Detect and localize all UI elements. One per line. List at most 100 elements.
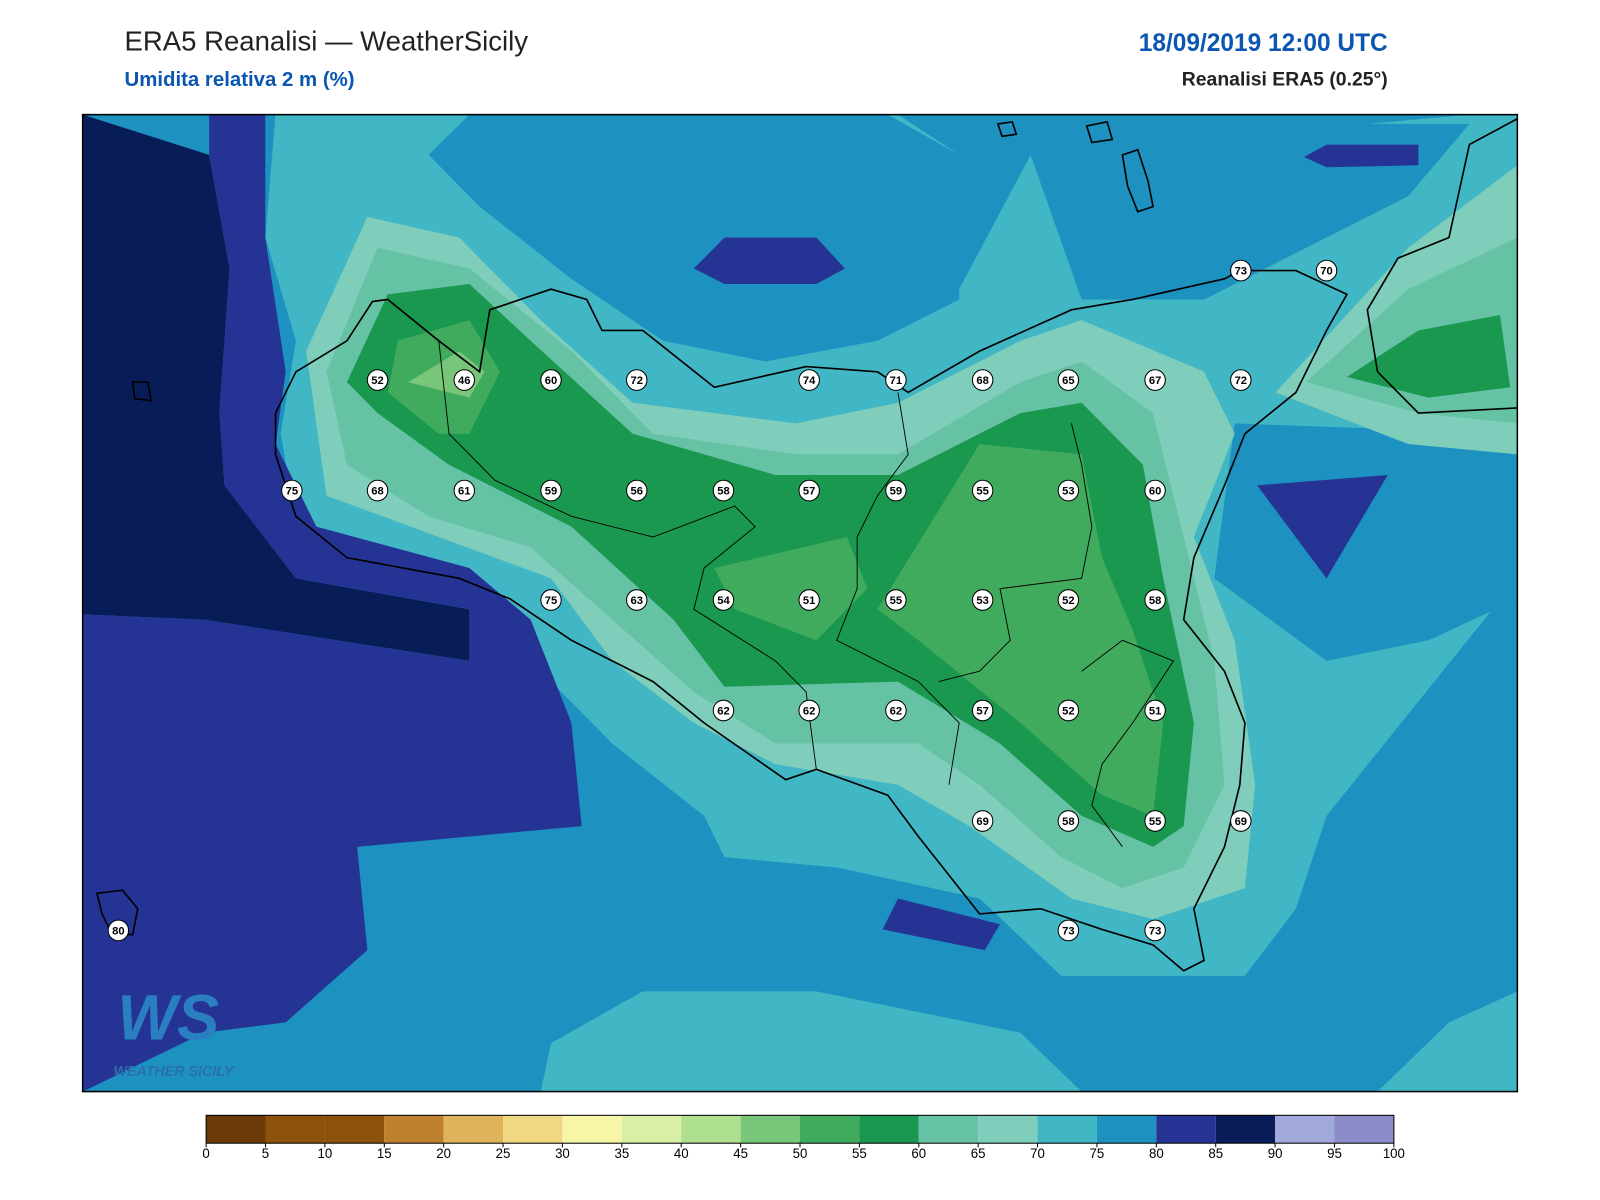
colorbar-tick-label: 10: [318, 1146, 333, 1161]
station-value: 73: [1062, 925, 1074, 937]
colorbar: 0 5 10 15 20 25 30 35 40 45 50 55 60 65 70 75 80 85 90 95 10…: [202, 1114, 1405, 1161]
province-borders: [438, 340, 1175, 848]
station-marker: [885, 699, 907, 722]
station-value: 68: [976, 375, 988, 387]
station-marker: [1144, 589, 1166, 611]
colorbar-swatch: [1096, 1115, 1157, 1144]
station-value: 69: [976, 816, 988, 828]
station-value: 75: [286, 486, 298, 498]
coastline: [95, 118, 1518, 972]
station-value: 55: [976, 486, 988, 498]
station-marker: [1057, 810, 1080, 832]
station-marker: [1230, 810, 1252, 832]
station-value: 69: [1235, 816, 1247, 828]
source: Reanalisi ERA5 (0.25°): [1182, 69, 1388, 91]
station-value: 62: [717, 705, 729, 717]
colorbar-tick-label: 70: [1030, 1146, 1045, 1161]
station-value: 63: [630, 595, 642, 607]
station-value: 65: [1062, 375, 1074, 387]
contour-band: [882, 898, 1000, 951]
contour-band: [693, 237, 845, 284]
station-marker: [1144, 810, 1166, 832]
station-marker: [1057, 589, 1080, 611]
station-value: 59: [890, 486, 902, 498]
station-marker: [1144, 699, 1166, 722]
station-value: 75: [545, 595, 557, 607]
colorbar-swatch: [918, 1115, 979, 1144]
station-value: 58: [717, 486, 729, 498]
colorbar-swatch: [1275, 1115, 1335, 1144]
colorbar-swatch: [206, 1115, 266, 1144]
colorbar-tick-label: 55: [852, 1146, 867, 1161]
logo-text: WEATHER SICILY: [113, 1064, 234, 1080]
station-marker: [1057, 919, 1080, 942]
colorbar-tick-label: 85: [1208, 1146, 1223, 1161]
colorbar-tick-label: 95: [1327, 1146, 1342, 1161]
colorbar-swatch: [1156, 1115, 1216, 1144]
station-marker: [626, 479, 648, 502]
station-value: 57: [803, 486, 815, 498]
station-value: 62: [890, 705, 902, 717]
colorbar-swatch: [1037, 1115, 1097, 1144]
contour-band: [540, 991, 1082, 1092]
colorbar-tick-label: 30: [555, 1146, 570, 1161]
station-marker: [971, 810, 994, 832]
colorbar-tick-label: 0: [202, 1146, 209, 1161]
colorbar-swatch: [324, 1115, 385, 1144]
colorbar-swatch: [978, 1115, 1038, 1144]
station-marker: [971, 589, 994, 611]
colorbar-tick-label: 75: [1090, 1146, 1105, 1161]
colorbar-swatch: [1215, 1115, 1276, 1144]
station-marker: [366, 479, 389, 502]
subtitle: Umidita relativa 2 m (%): [124, 68, 354, 91]
colorbar-swatch: [681, 1115, 741, 1144]
station-value: 73: [1235, 266, 1247, 278]
station-value: 72: [1235, 375, 1247, 387]
station-value: 60: [545, 375, 557, 387]
contour-band: [1346, 314, 1511, 398]
station-marker: [626, 589, 648, 611]
station-marker: [885, 589, 907, 611]
station-value: 73: [1149, 925, 1161, 937]
humidity-field: [82, 114, 1518, 1092]
station-marker: [885, 479, 907, 502]
station-marker: [1144, 479, 1166, 502]
station-value: 62: [803, 705, 815, 717]
colorbar-tick-label: 90: [1268, 1146, 1283, 1161]
colorbar-swatch: [265, 1115, 325, 1144]
station-value: 52: [1062, 595, 1074, 607]
station-marker: [798, 589, 820, 611]
station-value: 67: [1149, 375, 1161, 387]
station-value: 54: [717, 595, 730, 607]
station-value: 57: [976, 705, 988, 717]
station-value: 55: [890, 595, 902, 607]
colorbar-swatch: [859, 1115, 919, 1144]
station-marker: [453, 479, 475, 502]
station-value: 53: [976, 595, 988, 607]
contour-band: [877, 444, 1164, 816]
station-marker: [540, 589, 562, 611]
station-marker: [798, 699, 820, 722]
datetime: 18/09/2019 12:00 UTC: [1139, 30, 1388, 57]
logo: WS WEATHER SICILY: [113, 982, 234, 1080]
station-marker: [1057, 369, 1080, 391]
station-value: 58: [1062, 816, 1074, 828]
station-value: 55: [1149, 816, 1161, 828]
station-value: 74: [803, 375, 816, 387]
station-marker: [971, 699, 994, 722]
station-marker: [1057, 699, 1080, 722]
station-marker: [626, 369, 648, 391]
station-value: 52: [371, 375, 383, 387]
contour-band: [82, 114, 470, 661]
station-value: 56: [630, 486, 642, 498]
station-value: 72: [630, 375, 642, 387]
colorbar-tick-label: 20: [436, 1146, 451, 1161]
colorbar-swatch: [443, 1115, 504, 1144]
contour-band: [1377, 991, 1518, 1092]
station-value: 71: [890, 375, 902, 387]
station-marker: [1315, 259, 1338, 282]
colorbar-swatch: [1334, 1115, 1394, 1144]
station-marker: [1230, 259, 1252, 282]
station-marker: [1230, 369, 1252, 391]
contour-band: [714, 537, 868, 641]
